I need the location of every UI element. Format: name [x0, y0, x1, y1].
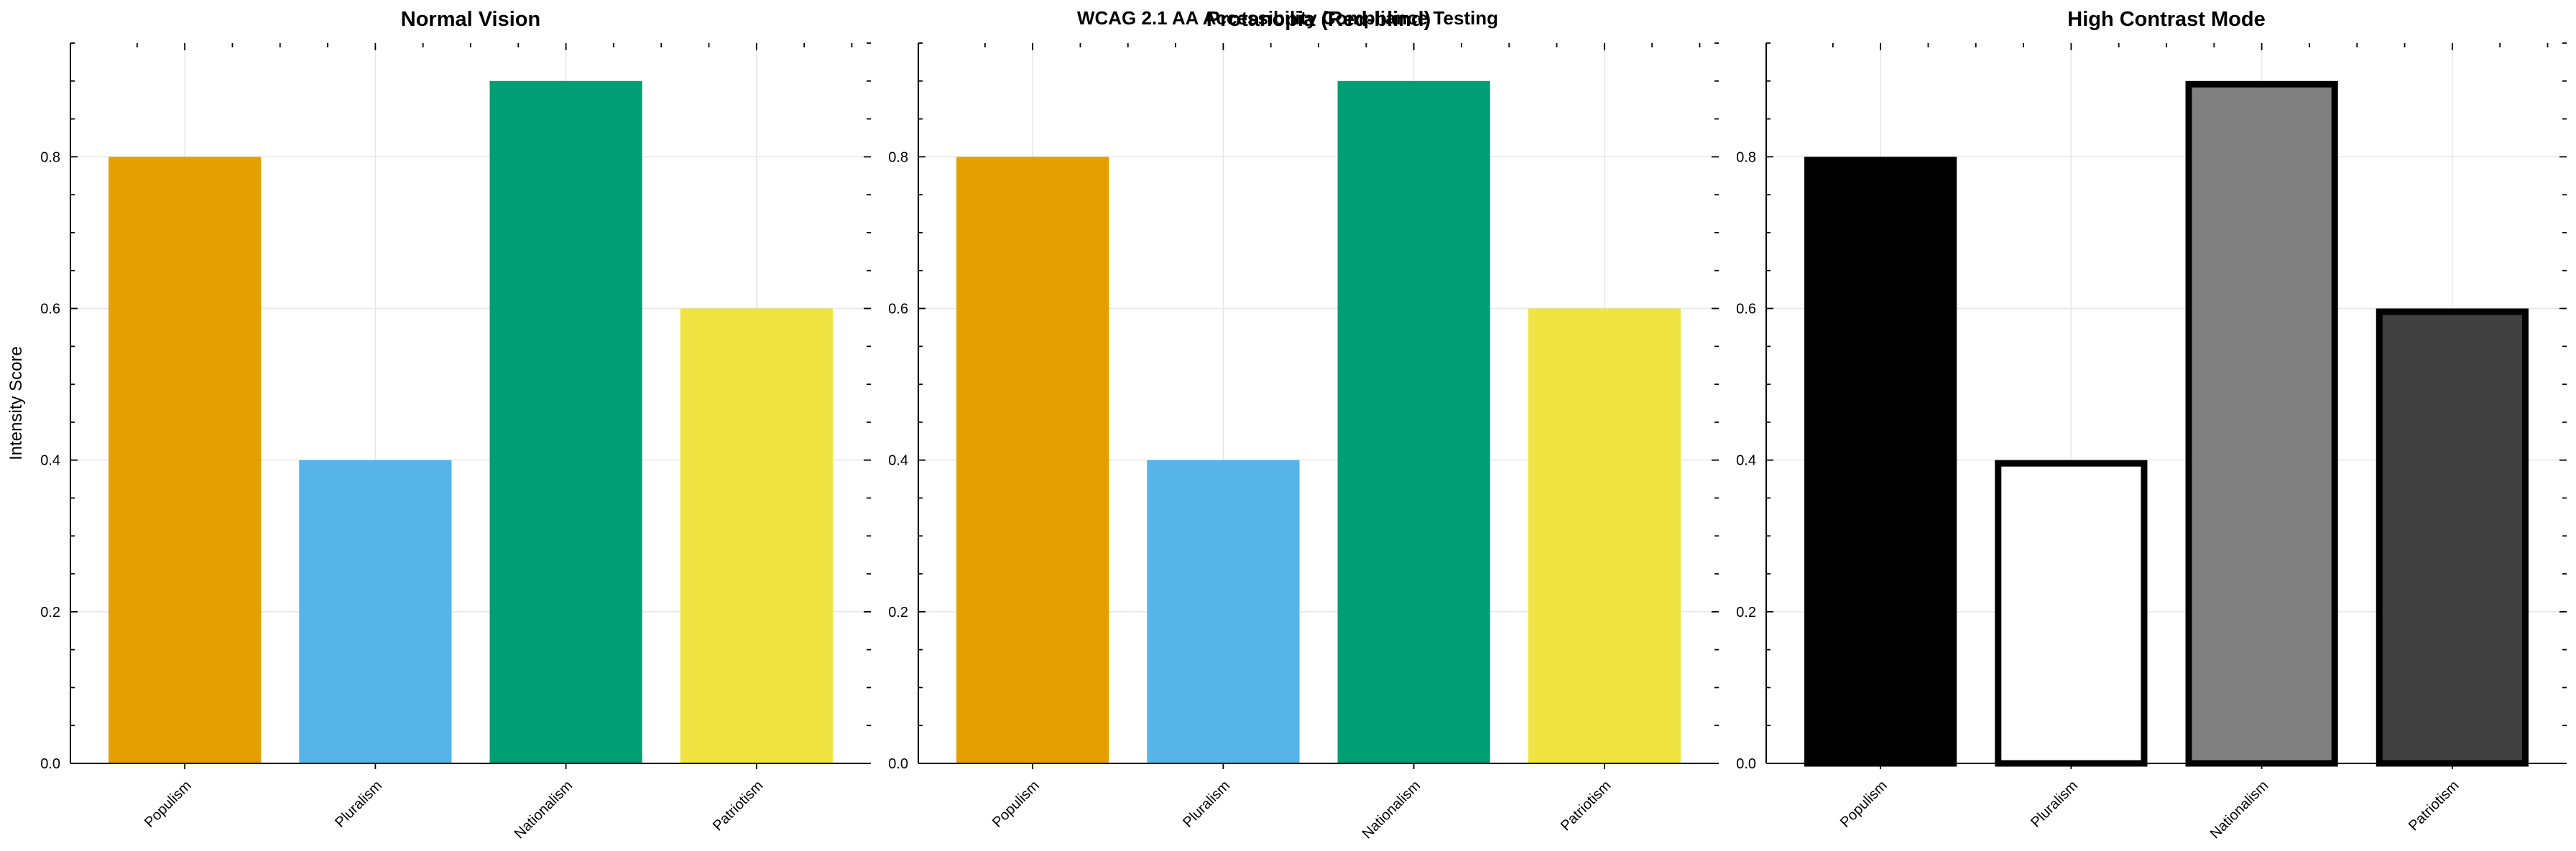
- x-tick-label: Patriotism: [1558, 778, 1614, 834]
- y-tick-label: 0.4: [888, 453, 908, 469]
- x-tick-label: Pluralism: [332, 778, 385, 831]
- y-tick-label: 0.8: [1736, 149, 1756, 165]
- y-tick-label: 0.8: [888, 149, 908, 165]
- x-tick-label: Pluralism: [2028, 778, 2081, 831]
- y-tick-label: 0.0: [1736, 756, 1756, 772]
- x-tick-label: Patriotism: [2406, 778, 2462, 834]
- bar-populism: [109, 157, 262, 764]
- bar-populism: [1804, 157, 1957, 767]
- y-tick-label: 0.4: [1736, 453, 1756, 469]
- x-tick-label: Patriotism: [710, 778, 766, 834]
- x-tick-label: Nationalism: [2207, 778, 2271, 842]
- bar-patriotism: [2376, 308, 2529, 767]
- x-tick-label: Nationalism: [512, 778, 576, 842]
- y-tick-label: 0.6: [888, 302, 908, 317]
- x-tick-label: Populism: [1837, 778, 1891, 831]
- bar-pluralism: [299, 460, 452, 763]
- figure-suptitle: WCAG 2.1 AA Accessibility Compliance Tes…: [1077, 7, 1498, 29]
- bar-patriotism: [1528, 308, 1681, 763]
- panel-title: Normal Vision: [401, 8, 540, 31]
- x-tick-label: Populism: [142, 778, 195, 831]
- x-tick-label: Pluralism: [1180, 778, 1233, 831]
- chart-panel-3: 0.0 0.2 0.4 0.6 0.8 Populism Pluralism National…: [1736, 8, 2567, 842]
- y-tick-label: 0.2: [888, 605, 908, 620]
- y-tick-label: 0.4: [40, 453, 60, 469]
- y-tick-label: 0.2: [40, 605, 60, 620]
- panel-title: Protanopia (Red-blind): [1206, 8, 1431, 31]
- y-tick-label: 0.0: [888, 756, 908, 772]
- chart-panel-2: 0.0 0.2 0.4 0.6 0.8 Populism Pluralism National…: [888, 8, 1719, 842]
- y-tick-label: 0.8: [40, 149, 60, 165]
- x-tick-label: Populism: [989, 778, 1043, 831]
- bar-nationalism: [1337, 80, 1490, 763]
- y-tick-label: 0.6: [1736, 302, 1756, 317]
- panel-title: High Contrast Mode: [2067, 8, 2266, 31]
- bar-patriotism: [680, 308, 833, 763]
- bar-nationalism: [489, 80, 642, 763]
- y-tick-label: 0.2: [1736, 605, 1756, 620]
- chart-panel-1: 0.0 0.2 0.4 0.6 0.8 Populism Pluralism National…: [6, 8, 871, 842]
- y-tick-label: 0.6: [40, 302, 60, 317]
- bar-populism: [956, 157, 1109, 764]
- bar-pluralism: [1147, 460, 1300, 763]
- y-tick-label: 0.0: [40, 756, 60, 772]
- bar-pluralism: [1995, 460, 2148, 767]
- y-axis-label: Intensity Score: [6, 346, 26, 460]
- x-tick-label: Nationalism: [1359, 778, 1423, 842]
- bar-nationalism: [2185, 80, 2338, 767]
